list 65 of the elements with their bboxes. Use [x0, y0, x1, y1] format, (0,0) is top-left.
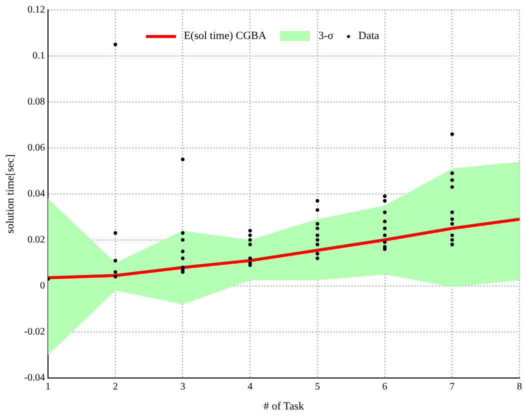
point [316, 252, 320, 256]
x-tick-label: 2 [112, 381, 118, 392]
point [450, 233, 454, 238]
point [316, 242, 320, 246]
y-tick-label: 0.1 [32, 50, 46, 62]
x-tick-label: 8 [517, 381, 522, 392]
point [450, 178, 454, 182]
point [248, 238, 252, 242]
point [316, 226, 320, 230]
y-tick-label: -0.02 [24, 326, 46, 338]
point [114, 274, 118, 278]
point [382, 233, 387, 238]
point [114, 258, 118, 262]
point [248, 228, 252, 232]
y-tick-label: 0.12 [28, 4, 46, 16]
x-tick-label: 1 [46, 381, 51, 392]
annotation: 3-σ [318, 30, 334, 42]
point [382, 240, 387, 244]
x-tick-label: 7 [450, 381, 455, 392]
y-tick-label: 0.06 [28, 142, 46, 154]
y-axis-title: solution time[sec] [4, 154, 16, 234]
point [450, 222, 454, 226]
point [180, 158, 185, 162]
x-tick-label: 3 [180, 381, 186, 392]
point [180, 231, 185, 235]
point [114, 231, 118, 235]
y-tick-label: 0.02 [28, 234, 46, 246]
point [450, 238, 454, 242]
point [450, 210, 454, 214]
point [382, 247, 387, 251]
point [450, 217, 454, 221]
legend-label: E(sol time) CGBA [184, 30, 266, 42]
point [316, 256, 320, 260]
point [382, 210, 387, 214]
y-tick-label: 0.08 [28, 96, 46, 108]
point [180, 250, 185, 254]
point [450, 242, 454, 246]
point [316, 198, 320, 203]
x-tick-label: 4 [248, 381, 253, 392]
point [316, 238, 320, 242]
point [248, 242, 252, 246]
point [450, 185, 454, 189]
x-tick-label: 5 [314, 381, 320, 392]
point [316, 233, 320, 238]
point [180, 238, 185, 242]
y-tick-label: -0.04 [24, 372, 46, 384]
point [382, 198, 387, 203]
point [248, 256, 252, 260]
point [316, 208, 320, 212]
y-tick-label: 0.04 [28, 188, 46, 200]
x-tick-label: 6 [382, 381, 388, 392]
point [248, 233, 252, 238]
point [450, 171, 454, 176]
point [180, 270, 185, 274]
point [114, 270, 118, 274]
point [114, 42, 118, 46]
legend-label: Data [358, 30, 380, 42]
point [382, 220, 387, 224]
x-axis-title: # of Task [263, 400, 305, 412]
y-tick-label: 0 [40, 280, 46, 292]
point [316, 222, 320, 226]
point [382, 194, 387, 198]
point [450, 132, 454, 136]
point [180, 256, 185, 260]
point [382, 226, 387, 230]
